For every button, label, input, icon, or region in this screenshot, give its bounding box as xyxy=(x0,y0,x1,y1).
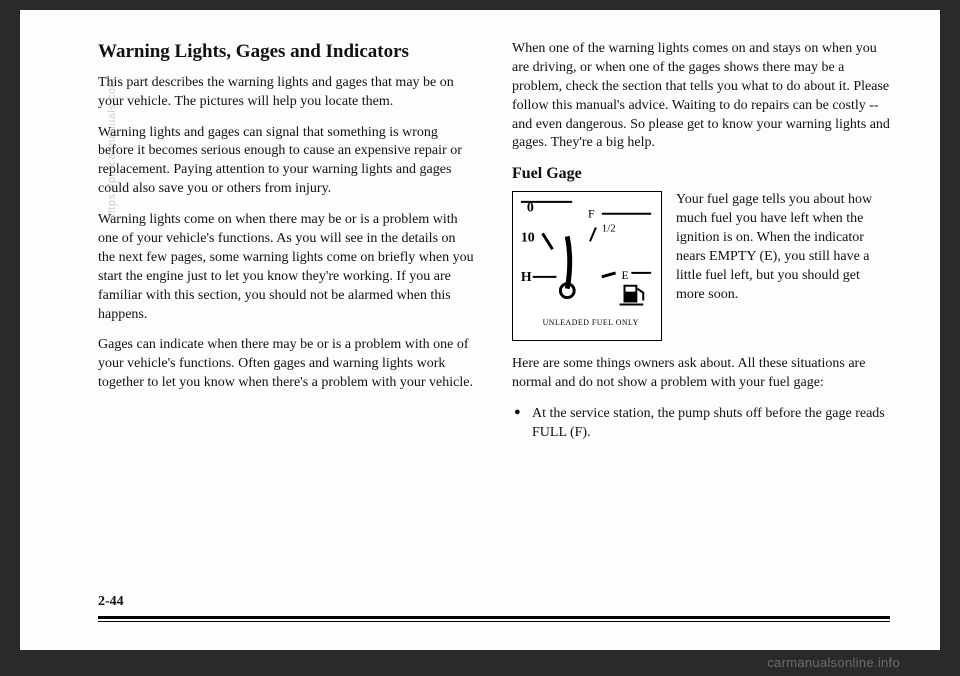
body-paragraph: Gages can indicate when there may be or … xyxy=(98,336,476,393)
body-paragraph: When one of the warning lights comes on … xyxy=(512,40,890,153)
footer-rule xyxy=(98,616,890,622)
page-number: 2-44 xyxy=(98,594,124,610)
gage-f-label: F xyxy=(588,207,595,221)
gage-half-label: 1/2 xyxy=(602,223,616,235)
page-footer: 2-44 xyxy=(98,592,890,622)
body-paragraph: Here are some things owners ask about. A… xyxy=(512,355,890,393)
right-column: When one of the warning lights comes on … xyxy=(512,40,890,443)
bottom-watermark: carmanualsonline.info xyxy=(767,655,900,670)
manual-page: https://procarmanuals.com Warning Lights… xyxy=(20,10,940,650)
left-column: Warning Lights, Gages and Indicators Thi… xyxy=(98,40,476,443)
gage-e-label: E xyxy=(622,268,629,282)
section-heading: Warning Lights, Gages and Indicators xyxy=(98,40,476,64)
side-watermark: https://procarmanuals.com xyxy=(106,78,118,220)
gage-h-label: H xyxy=(521,269,532,284)
bullet-list: At the service station, the pump shuts o… xyxy=(512,405,890,443)
intro-paragraph: This part describes the warning lights a… xyxy=(98,74,476,112)
gage-zero-label: 0 xyxy=(527,200,534,215)
fuel-gage-description: Your fuel gage tells you about how much … xyxy=(676,191,890,341)
fuel-gage-block: 0 F 10 1/2 H xyxy=(512,191,890,341)
list-item: At the service station, the pump shuts o… xyxy=(512,405,890,443)
fuel-pump-icon xyxy=(620,285,644,305)
two-column-layout: Warning Lights, Gages and Indicators Thi… xyxy=(98,40,890,443)
gage-caption: UNLEADED FUEL ONLY xyxy=(543,319,639,328)
body-paragraph: Warning lights come on when there may be… xyxy=(98,211,476,324)
subsection-heading: Fuel Gage xyxy=(512,165,890,183)
gage-ten-label: 10 xyxy=(521,230,535,245)
body-paragraph: Warning lights and gages can signal that… xyxy=(98,124,476,200)
fuel-gage-figure: 0 F 10 1/2 H xyxy=(512,191,662,341)
body-paragraph: Your fuel gage tells you about how much … xyxy=(676,191,890,304)
